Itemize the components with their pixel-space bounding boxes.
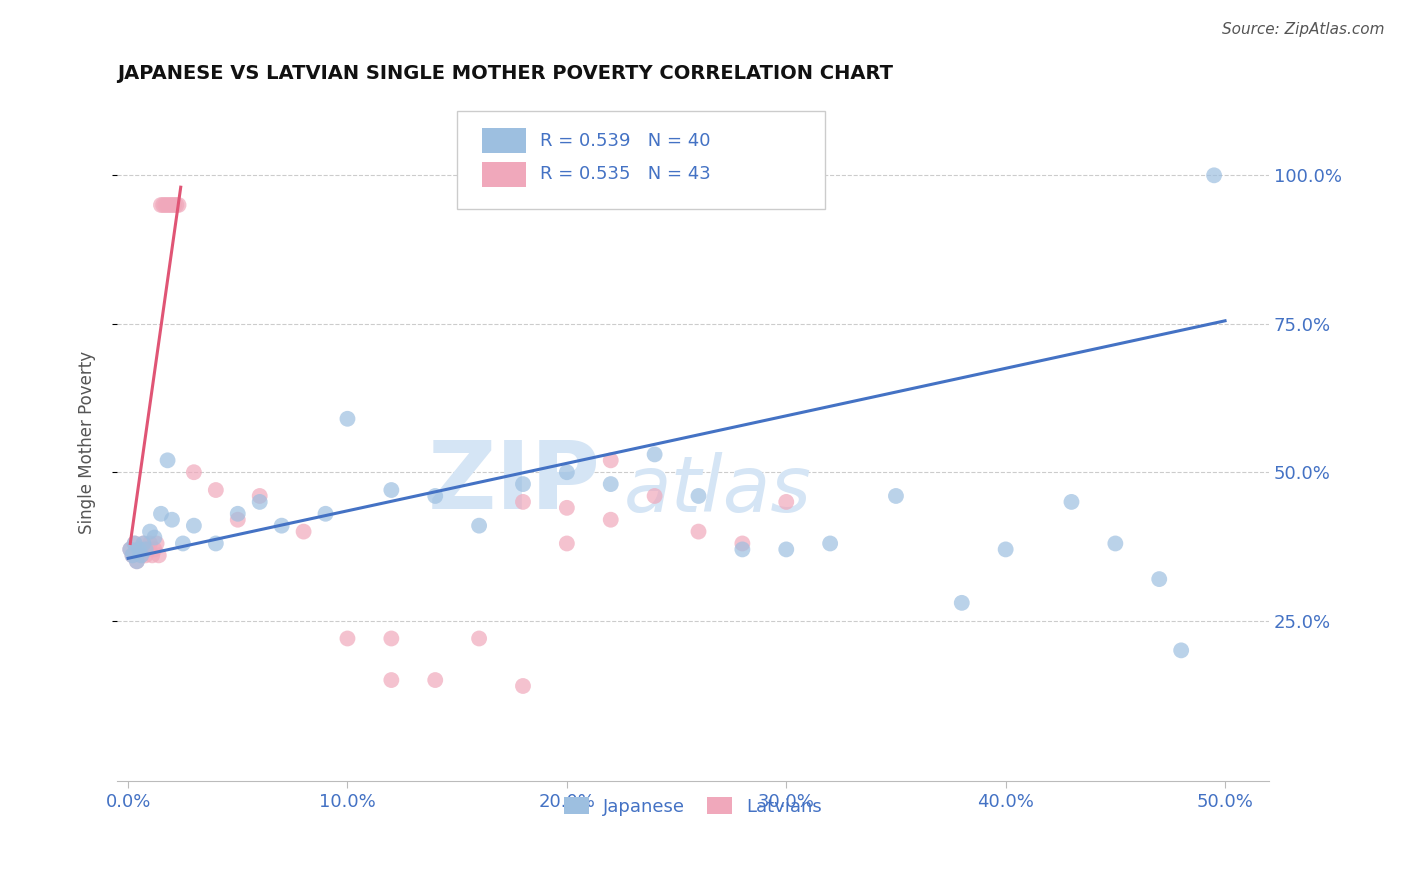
Text: R = 0.539   N = 40: R = 0.539 N = 40 <box>540 132 710 150</box>
Point <box>128 542 150 557</box>
Point <box>139 536 162 550</box>
Point <box>165 198 187 212</box>
Bar <box>482 161 526 187</box>
Point <box>125 554 148 568</box>
Point <box>644 489 666 503</box>
Text: atlas: atlas <box>624 452 811 528</box>
Text: R = 0.535   N = 43: R = 0.535 N = 43 <box>540 165 710 184</box>
Point <box>380 483 402 497</box>
Y-axis label: Single Mother Poverty: Single Mother Poverty <box>79 351 96 534</box>
Point <box>315 507 337 521</box>
Point <box>145 536 167 550</box>
Point <box>121 549 143 563</box>
Point <box>336 632 359 646</box>
Point <box>884 489 907 503</box>
Point <box>167 198 190 212</box>
Point <box>994 542 1017 557</box>
Point <box>120 542 142 557</box>
Point <box>172 536 194 550</box>
Point <box>775 495 797 509</box>
Point <box>226 513 249 527</box>
Point <box>512 477 534 491</box>
Point <box>950 596 973 610</box>
Point <box>425 489 447 503</box>
Point <box>129 549 152 563</box>
Point <box>1060 495 1083 509</box>
Point <box>1147 572 1170 586</box>
Point <box>125 554 148 568</box>
Point <box>135 549 157 563</box>
Point <box>644 447 666 461</box>
Point <box>128 542 150 557</box>
Text: ZIP: ZIP <box>427 437 600 529</box>
Point <box>249 495 271 509</box>
Point <box>555 465 578 479</box>
Point <box>512 679 534 693</box>
Point <box>380 632 402 646</box>
Point <box>688 524 710 539</box>
Point <box>159 198 181 212</box>
Point <box>156 198 179 212</box>
Point <box>249 489 271 503</box>
Point <box>731 542 754 557</box>
Point <box>155 198 177 212</box>
Point <box>599 513 621 527</box>
Point <box>120 542 142 557</box>
Text: JAPANESE VS LATVIAN SINGLE MOTHER POVERTY CORRELATION CHART: JAPANESE VS LATVIAN SINGLE MOTHER POVERT… <box>117 64 893 83</box>
Point <box>1104 536 1126 550</box>
FancyBboxPatch shape <box>457 111 825 209</box>
Point <box>270 518 292 533</box>
Point <box>336 411 359 425</box>
Point <box>163 198 186 212</box>
Point <box>205 483 228 497</box>
Point <box>292 524 315 539</box>
Point <box>183 465 205 479</box>
Point <box>599 453 621 467</box>
Point <box>599 477 621 491</box>
Point <box>139 524 162 539</box>
Point <box>555 500 578 515</box>
Point <box>775 542 797 557</box>
Point <box>148 549 170 563</box>
Point <box>136 542 159 557</box>
Point <box>129 549 152 563</box>
Point <box>425 673 447 687</box>
Point <box>124 536 146 550</box>
Point <box>1202 169 1225 183</box>
Point <box>132 536 155 550</box>
Point <box>149 198 172 212</box>
Point <box>468 632 491 646</box>
Point <box>226 507 249 521</box>
Point <box>160 198 183 212</box>
Point <box>156 453 179 467</box>
Point <box>205 536 228 550</box>
Point <box>160 513 183 527</box>
Bar <box>482 128 526 153</box>
Point <box>818 536 841 550</box>
Text: Source: ZipAtlas.com: Source: ZipAtlas.com <box>1222 22 1385 37</box>
Point <box>121 549 143 563</box>
Point <box>380 673 402 687</box>
Point <box>152 198 174 212</box>
Point <box>183 518 205 533</box>
Point <box>135 542 157 557</box>
Point <box>143 531 166 545</box>
Point <box>1170 643 1192 657</box>
Legend: Japanese, Latvians: Japanese, Latvians <box>557 789 830 822</box>
Point <box>688 489 710 503</box>
Point <box>143 542 166 557</box>
Point <box>555 536 578 550</box>
Point <box>149 507 172 521</box>
Point <box>141 549 163 563</box>
Point <box>132 536 155 550</box>
Point <box>124 536 146 550</box>
Point <box>512 495 534 509</box>
Point <box>468 518 491 533</box>
Point <box>731 536 754 550</box>
